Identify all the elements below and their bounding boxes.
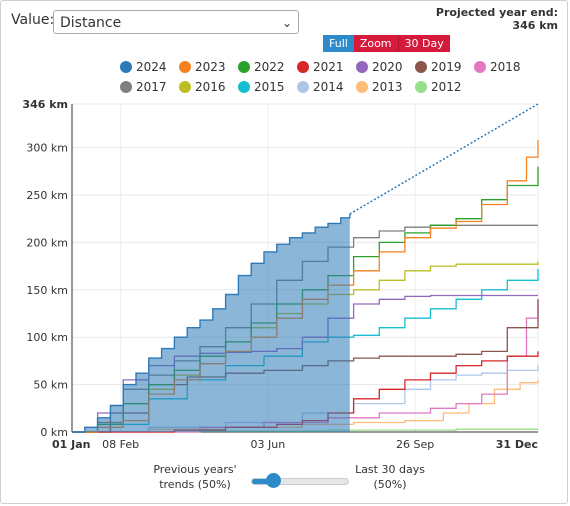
legend-label: 2021 [313, 60, 344, 74]
legend-item-2023[interactable]: 2023 [179, 60, 226, 74]
slider-left-label-line2: trends (50%) [159, 478, 231, 491]
legend-label: 2015 [254, 80, 285, 94]
legend-label: 2018 [490, 60, 521, 74]
legend-label: 2013 [372, 80, 403, 94]
legend-label: 2017 [136, 80, 167, 94]
range-buttons: Full Zoom 30 Day [323, 35, 450, 52]
legend-dot [179, 81, 191, 93]
legend-label: 2024 [136, 60, 167, 74]
legend-item-2024[interactable]: 2024 [120, 60, 167, 74]
chevron-down-icon: ⌄ [281, 16, 292, 30]
value-select[interactable]: Distance ⌄ [53, 10, 299, 34]
legend-dot [238, 81, 250, 93]
y-tick-label: 250 km [26, 189, 68, 202]
legend-item-2021[interactable]: 2021 [297, 60, 344, 74]
legend-item-2012[interactable]: 2012 [415, 80, 462, 94]
series-line-2024 [72, 214, 351, 433]
trend-weight-slider-area: Previous years' trends (50%) Last 30 day… [0, 458, 570, 502]
legend-item-2017[interactable]: 2017 [120, 80, 167, 94]
legend-item-2018[interactable]: 2018 [474, 60, 521, 74]
slider-right-label-line2: (50%) [373, 478, 407, 491]
range-full-button[interactable]: Full [323, 35, 354, 52]
slider-right-label-line1: Last 30 days [355, 463, 425, 476]
legend-item-2020[interactable]: 2020 [356, 60, 403, 74]
y-tick-label: 346 km [22, 98, 68, 111]
y-tick-label: 300 km [26, 142, 68, 155]
x-tick-label: 01 Jan [52, 438, 90, 451]
x-tick-label: 26 Sep [396, 438, 434, 451]
y-tick-label: 200 km [26, 236, 68, 249]
x-tick-label: 03 Jun [251, 438, 286, 451]
legend-dot [120, 61, 132, 73]
legend-item-2014[interactable]: 2014 [297, 80, 344, 94]
value-select-text: Distance [60, 15, 122, 31]
legend-label: 2014 [313, 80, 344, 94]
slider-thumb[interactable] [266, 473, 282, 488]
slider-track-fill [252, 479, 270, 484]
legend-dot [297, 61, 309, 73]
y-tick-label: 0 km [40, 426, 68, 439]
legend-label: 2016 [195, 80, 226, 94]
slider-left-label: Previous years' trends (50%) [140, 462, 250, 492]
legend-item-2015[interactable]: 2015 [238, 80, 285, 94]
legend-label: 2020 [372, 60, 403, 74]
range-30day-button[interactable]: 30 Day [397, 35, 450, 52]
legend-dot [474, 61, 486, 73]
y-tick-label: 100 km [26, 331, 68, 344]
x-tick-label: 31 Dec [496, 438, 538, 451]
legend-dot [179, 61, 191, 73]
projection-line-2024 [349, 103, 539, 215]
legend-label: 2012 [431, 80, 462, 94]
y-tick-label: 150 km [26, 284, 68, 297]
series-area-2024 [72, 214, 350, 432]
year-trend-chart: 0 km 50 km 100 km 150 km 200 km 250 km 300 km 3… [22, 98, 539, 451]
legend-dot [415, 61, 427, 73]
legend-dot [297, 81, 309, 93]
projected-year-end: Projected year end: 346 km [436, 6, 558, 32]
legend-item-2019[interactable]: 2019 [415, 60, 462, 74]
slider-track[interactable] [251, 478, 349, 485]
legend-label: 2019 [431, 60, 462, 74]
legend-dot [356, 61, 368, 73]
legend-item-2022[interactable]: 2022 [238, 60, 285, 74]
slider-right-label: Last 30 days (50%) [340, 462, 440, 492]
legend-dot [120, 81, 132, 93]
projected-label: Projected year end: [435, 6, 558, 19]
legend-label: 2023 [195, 60, 226, 74]
y-tick-label: 50 km [33, 379, 68, 392]
legend-item-2013[interactable]: 2013 [356, 80, 403, 94]
x-tick-label: 08 Feb [102, 438, 139, 451]
legend-dot [238, 61, 250, 73]
range-zoom-button[interactable]: Zoom [353, 35, 398, 52]
legend-label: 2022 [254, 60, 285, 74]
projected-value: 346 km [512, 19, 558, 32]
slider-left-label-line1: Previous years' [153, 463, 237, 476]
legend-dot [356, 81, 368, 93]
legend-item-2016[interactable]: 2016 [179, 80, 226, 94]
value-label: Value: [11, 12, 55, 28]
legend-dot [415, 81, 427, 93]
